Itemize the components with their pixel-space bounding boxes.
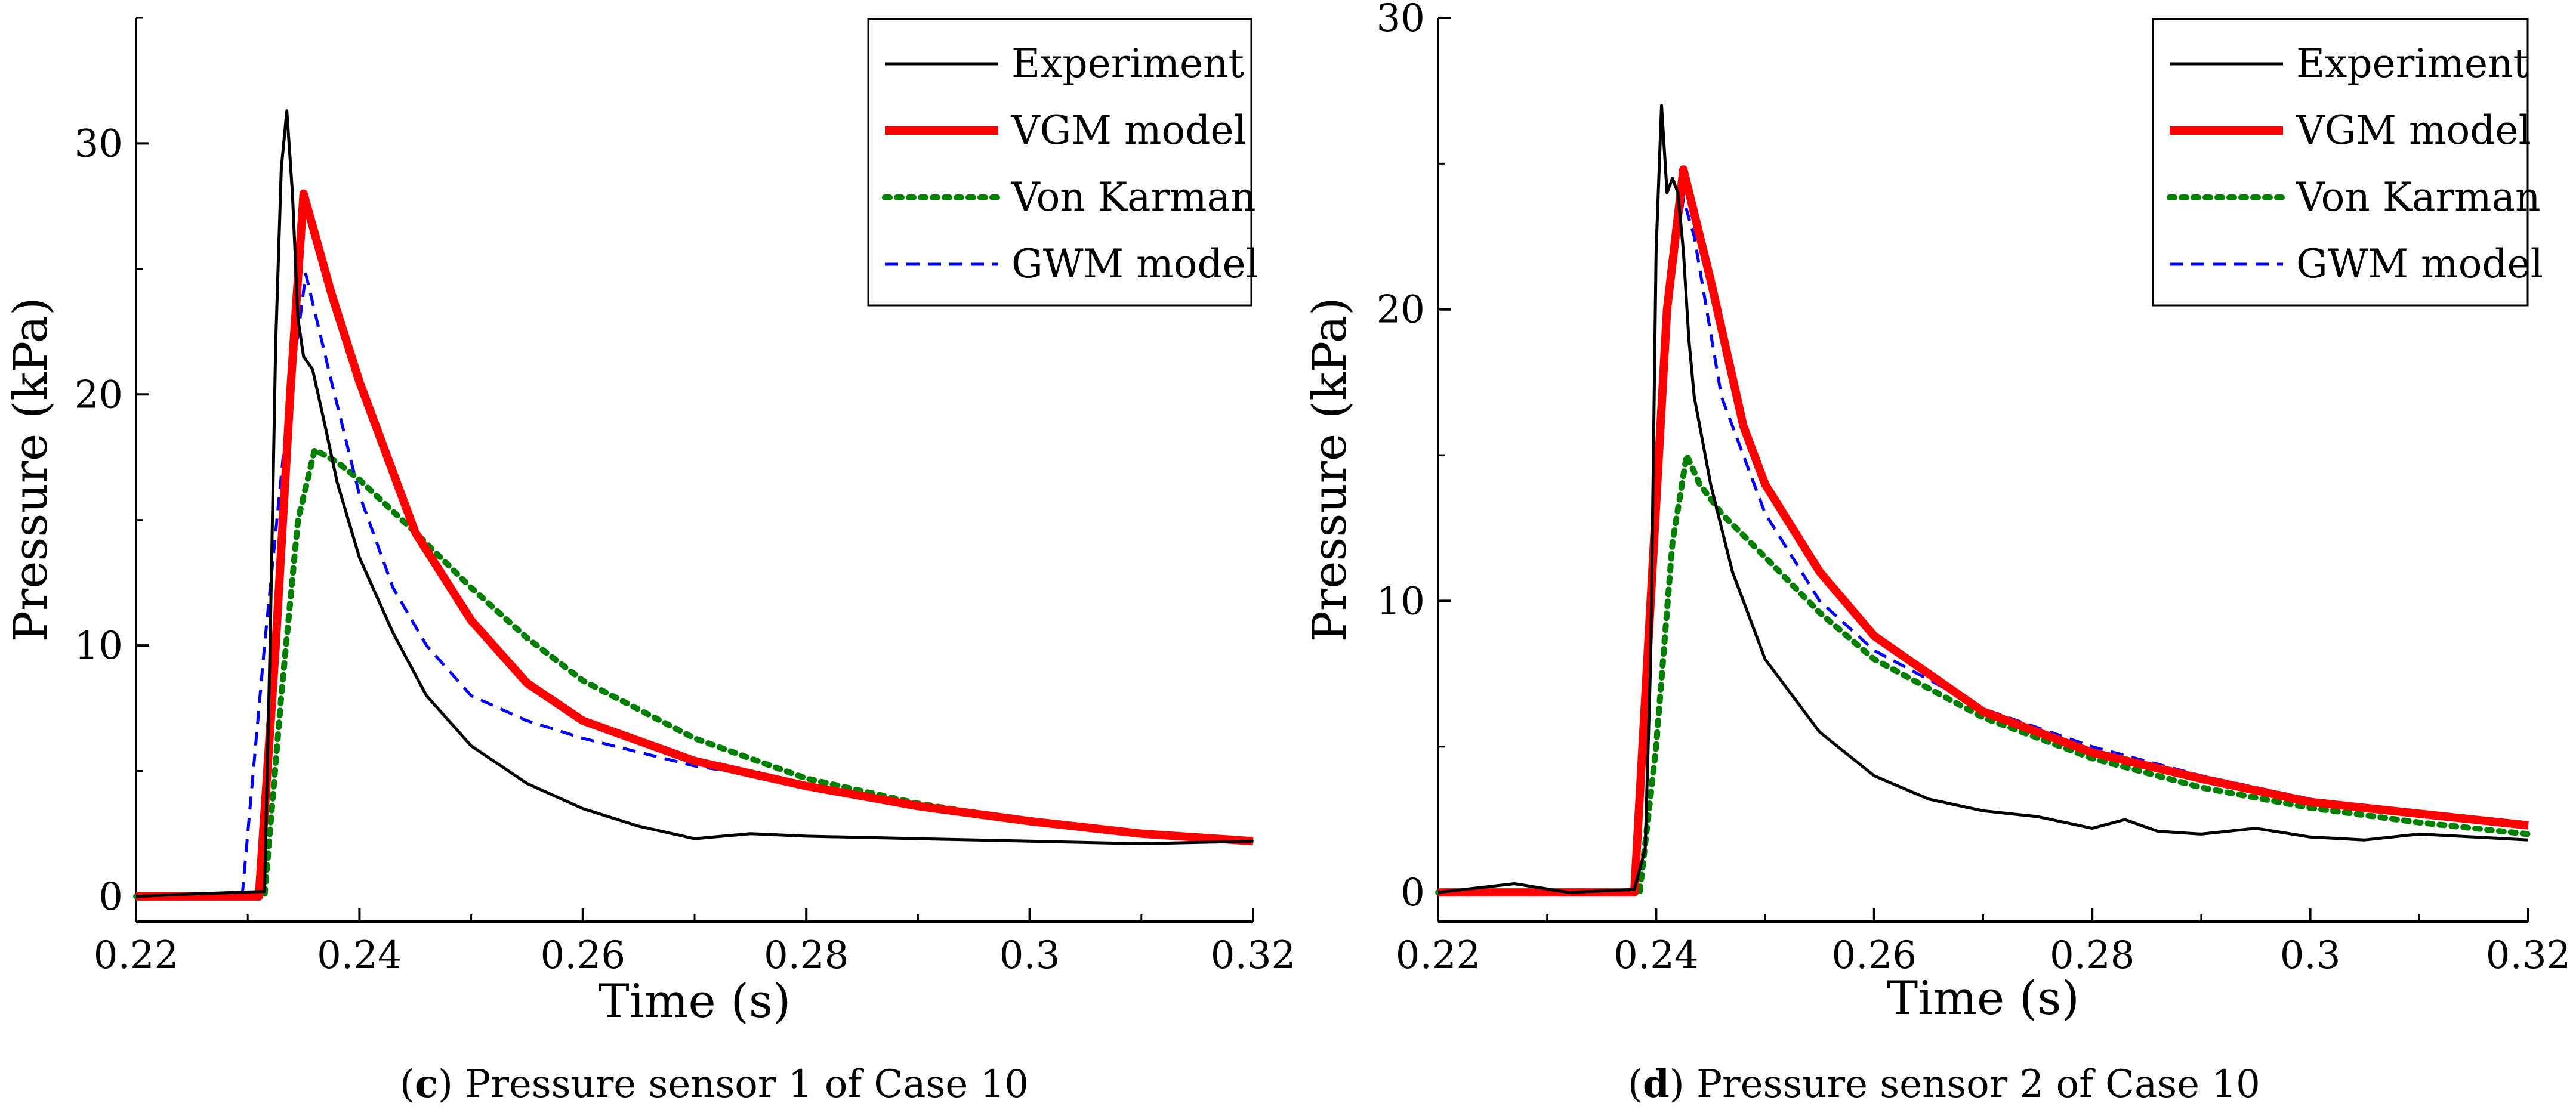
x-tick-label: 0.3 <box>999 933 1060 978</box>
legend-label-vgm-model: VGM model <box>1011 107 1247 153</box>
caption-text: Pressure sensor 1 of Case 10 <box>465 1062 1029 1106</box>
caption-c: (c) Pressure sensor 1 of Case 10 <box>400 1062 1029 1106</box>
y-tick-label: 30 <box>1377 0 1425 41</box>
caption-d: (d) Pressure sensor 2 of Case 10 <box>1628 1062 2260 1106</box>
y-tick-label: 0 <box>98 875 123 919</box>
x-tick-label: 0.32 <box>1211 933 1296 978</box>
caption-letter: d <box>1642 1062 1670 1106</box>
legend-label-vgm-model: VGM model <box>2296 107 2531 153</box>
y-tick-label: 10 <box>75 624 123 668</box>
y-tick-label: 20 <box>1377 288 1425 332</box>
y-axis-label: Pressure (kPa) <box>1303 297 1357 642</box>
x-tick-label: 0.32 <box>2486 933 2571 978</box>
legend-box <box>867 18 1252 307</box>
caption-letter: c <box>414 1062 438 1106</box>
y-tick-label: 20 <box>75 373 123 417</box>
caption-text: Pressure sensor 2 of Case 10 <box>1696 1062 2260 1106</box>
series-line-vgm-model <box>136 189 1254 901</box>
x-tick-label: 0.28 <box>2050 933 2135 978</box>
legend-label-von-karman: Von Karman <box>1011 174 1255 220</box>
legend-label-experiment: Experiment <box>2296 41 2529 86</box>
x-axis-label: Time (s) <box>599 975 791 1028</box>
y-axis-label: Pressure (kPa) <box>4 297 58 642</box>
legend-box <box>2152 18 2529 307</box>
legend-label-experiment: Experiment <box>1011 41 1244 86</box>
y-tick-label: 10 <box>1377 579 1425 623</box>
series-line-von-karman <box>1435 452 2531 896</box>
legend-label-gwm-model: GWM model <box>1011 241 1258 287</box>
legend-label-gwm-model: GWM model <box>2296 241 2543 287</box>
y-tick-label: 30 <box>75 122 123 166</box>
x-tick-label: 0.28 <box>764 933 849 978</box>
legend-label-von-karman: Von Karman <box>2296 174 2540 220</box>
series-line-gwm-model <box>136 272 1254 898</box>
series-line-experiment <box>1437 104 2529 894</box>
x-tick-label: 0.24 <box>317 933 402 978</box>
series-line-vgm-model <box>1438 165 2529 897</box>
x-tick-label: 0.26 <box>1832 933 1917 978</box>
x-tick-label: 0.26 <box>541 933 626 978</box>
chart-pressure-sensor-2: 0.22 0.24 0.26 0.28 0.3 0.32 0 10 20 30 Time (s) Pr… <box>1303 0 2571 1025</box>
chart-pressure-sensor-1: 0.22 0.24 0.26 0.28 0.3 0.32 0 10 20 30 Time (s) Pr… <box>4 17 1296 1028</box>
x-tick-label: 0.22 <box>94 933 179 978</box>
series-line-experiment <box>135 109 1254 898</box>
x-tick-label: 0.24 <box>1614 933 1699 978</box>
x-tick-label: 0.22 <box>1396 933 1481 978</box>
x-axis-label: Time (s) <box>1887 972 2080 1025</box>
x-tick-label: 0.3 <box>2280 933 2341 978</box>
y-tick-label: 0 <box>1400 871 1425 915</box>
